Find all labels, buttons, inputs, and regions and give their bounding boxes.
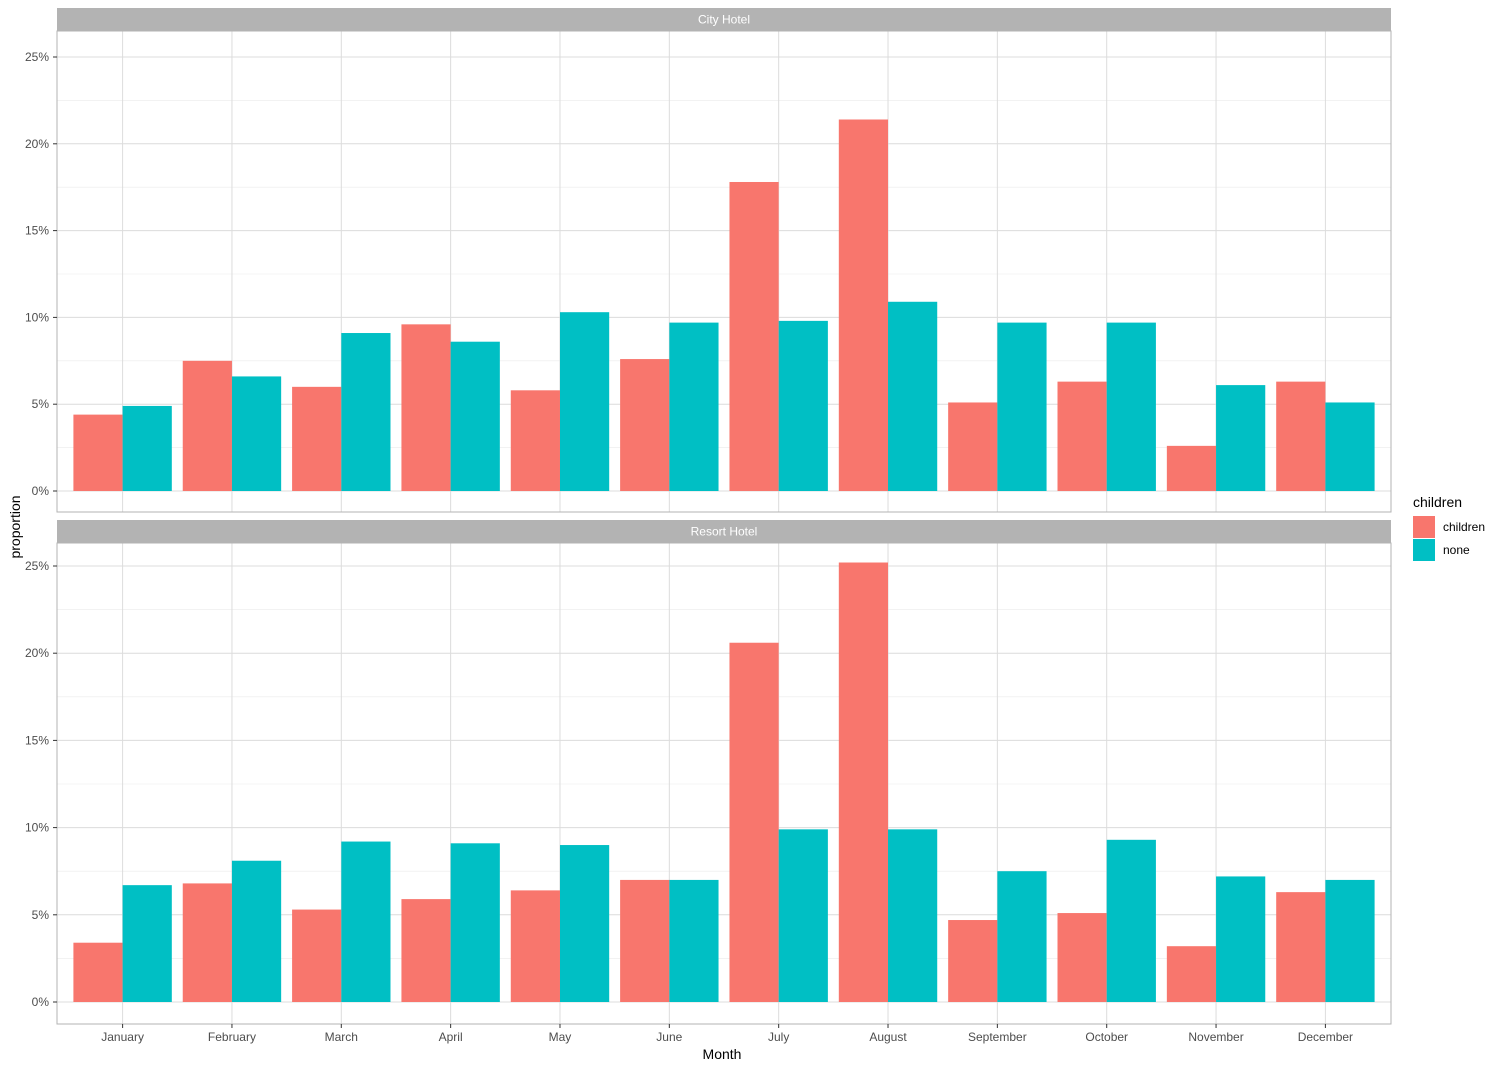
facet-strip bbox=[57, 520, 1391, 543]
bar-children-march bbox=[292, 909, 342, 1002]
x-tick-label: July bbox=[768, 1030, 789, 1044]
bar-children-june bbox=[620, 879, 670, 1002]
y-axis-title: proportion bbox=[7, 495, 23, 558]
x-tick-label: May bbox=[549, 1030, 572, 1044]
bar-children-september bbox=[948, 920, 998, 1002]
bar-none-october bbox=[1106, 322, 1156, 491]
bar-children-december bbox=[1276, 892, 1326, 1002]
x-tick-label: February bbox=[208, 1030, 256, 1044]
x-tick-label: March bbox=[325, 1030, 358, 1044]
bar-none-november bbox=[1216, 876, 1266, 1002]
legend-label-children: children bbox=[1443, 520, 1485, 534]
bar-none-june bbox=[669, 322, 719, 491]
bar-none-july bbox=[778, 829, 828, 1002]
panel-1: Resort Hotel bbox=[56, 520, 1392, 1025]
bar-none-october bbox=[1106, 839, 1156, 1002]
y-tick-label: 5% bbox=[32, 397, 50, 411]
bar-children-july bbox=[729, 642, 779, 1002]
bar-none-february bbox=[231, 860, 282, 1002]
bar-children-december bbox=[1276, 381, 1326, 491]
bar-children-august bbox=[838, 562, 889, 1002]
panel-0: City Hotel bbox=[56, 8, 1392, 513]
bar-none-january bbox=[122, 885, 172, 1002]
bar-none-february bbox=[231, 376, 282, 491]
facet-strip-label: City Hotel bbox=[698, 13, 750, 27]
y-tick-label: 15% bbox=[25, 733, 49, 747]
bar-none-march bbox=[341, 333, 391, 491]
bar-children-february bbox=[182, 360, 232, 491]
panel-border bbox=[56, 542, 1392, 1025]
bar-children-october bbox=[1057, 913, 1107, 1002]
legend-label-none: none bbox=[1443, 543, 1470, 557]
bar-children-november bbox=[1166, 946, 1217, 1002]
y-tick-label: 10% bbox=[25, 310, 49, 324]
y-tick-label: 10% bbox=[25, 821, 49, 835]
bar-children-june bbox=[620, 359, 670, 491]
x-tick-label: January bbox=[101, 1030, 144, 1044]
bar-none-december bbox=[1325, 402, 1375, 491]
bar-children-october bbox=[1057, 381, 1107, 491]
x-tick-label: April bbox=[439, 1030, 463, 1044]
x-tick-label: August bbox=[869, 1030, 907, 1044]
bar-none-may bbox=[559, 845, 610, 1002]
bar-children-february bbox=[182, 883, 232, 1002]
y-tick-label: 15% bbox=[25, 224, 49, 238]
y-tick-label: 20% bbox=[25, 137, 49, 151]
bar-children-march bbox=[292, 386, 342, 491]
bar-none-august bbox=[888, 829, 938, 1002]
bar-none-december bbox=[1325, 879, 1375, 1002]
facet-strip bbox=[57, 8, 1391, 31]
bar-children-august bbox=[838, 119, 889, 491]
x-axis-title: Month bbox=[703, 1046, 742, 1062]
legend-key-children bbox=[1413, 516, 1435, 538]
axis-layer: 0% 5% 10% 15% 20% 25% 0% 5% 10% 15% 20% 25% January F… bbox=[25, 50, 1353, 1044]
bar-children-may bbox=[510, 890, 560, 1002]
bar-children-july bbox=[729, 181, 779, 491]
bar-none-september bbox=[997, 322, 1047, 491]
y-tick-label: 5% bbox=[32, 908, 50, 922]
legend: children children none bbox=[1413, 494, 1485, 561]
facet-strip-label: Resort Hotel bbox=[691, 525, 758, 539]
x-tick-label: October bbox=[1085, 1030, 1128, 1044]
bar-none-may bbox=[559, 312, 610, 491]
x-tick-label: November bbox=[1188, 1030, 1243, 1044]
bar-none-january bbox=[122, 405, 172, 491]
x-tick-label: December bbox=[1298, 1030, 1353, 1044]
legend-title: children bbox=[1413, 494, 1462, 510]
bar-children-september bbox=[948, 402, 998, 491]
panels-layer: City Hotel Resort Hotel bbox=[56, 8, 1392, 1025]
bar-none-july bbox=[778, 320, 828, 491]
legend-key-none bbox=[1413, 539, 1435, 561]
y-tick-label: 0% bbox=[32, 995, 50, 1009]
y-tick-label: 25% bbox=[25, 50, 49, 64]
x-tick-label: September bbox=[968, 1030, 1027, 1044]
bar-none-august bbox=[888, 301, 938, 491]
bar-none-april bbox=[450, 843, 500, 1002]
bar-children-may bbox=[510, 390, 560, 491]
panel-border bbox=[56, 30, 1392, 513]
bar-children-january bbox=[73, 414, 123, 491]
bar-children-november bbox=[1166, 445, 1217, 491]
bar-none-june bbox=[669, 879, 719, 1002]
y-tick-label: 0% bbox=[32, 484, 50, 498]
bar-children-april bbox=[401, 324, 451, 491]
bar-none-march bbox=[341, 841, 391, 1002]
bar-none-april bbox=[450, 341, 500, 491]
bar-children-april bbox=[401, 899, 451, 1002]
bar-none-september bbox=[997, 871, 1047, 1002]
bar-children-january bbox=[73, 942, 123, 1002]
x-tick-label: June bbox=[656, 1030, 682, 1044]
bar-none-november bbox=[1216, 385, 1266, 491]
y-tick-label: 20% bbox=[25, 646, 49, 660]
y-tick-label: 25% bbox=[25, 559, 49, 573]
legend-items: children none bbox=[1413, 516, 1485, 561]
